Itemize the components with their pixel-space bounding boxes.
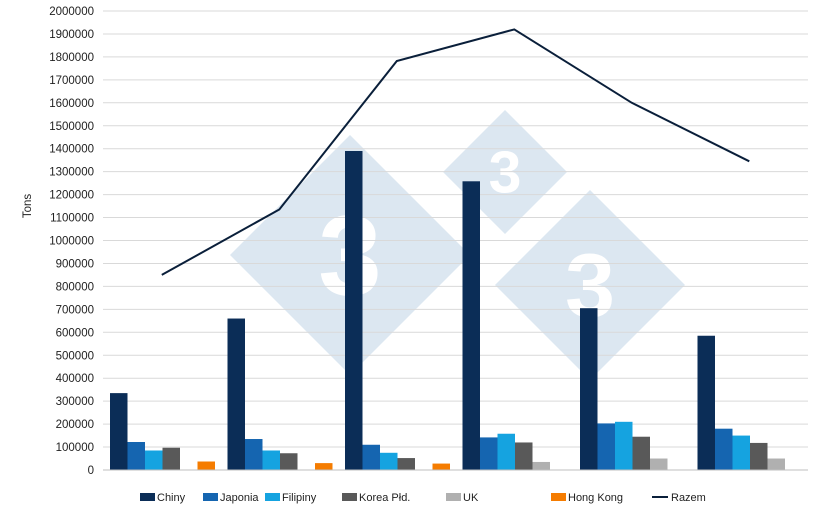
bar-marks bbox=[110, 150, 785, 470]
total-line bbox=[161, 28, 750, 276]
bar-chiny bbox=[345, 150, 363, 470]
legend-swatch bbox=[446, 493, 461, 501]
legend-swatch bbox=[551, 493, 566, 501]
legend-swatch bbox=[140, 493, 155, 501]
bar-korea-p-d bbox=[397, 458, 415, 470]
legend-item-razem: Razem bbox=[652, 492, 706, 504]
y-tick-label: 600000 bbox=[56, 327, 94, 339]
bar-japonia bbox=[362, 444, 380, 470]
bar-uk bbox=[532, 461, 550, 470]
line-razem bbox=[161, 28, 750, 276]
y-tick-label: 400000 bbox=[56, 373, 94, 385]
bar-chiny bbox=[462, 181, 480, 470]
legend-item-hong-kong: Hong Kong bbox=[551, 492, 623, 504]
y-tick-label: 800000 bbox=[56, 281, 94, 293]
bar-filipiny bbox=[497, 433, 515, 470]
y-tick-label: 1100000 bbox=[50, 213, 94, 225]
y-tick-label: 1600000 bbox=[49, 98, 94, 110]
bar-filipiny bbox=[262, 450, 280, 470]
legend-item-japonia: Japonia bbox=[203, 492, 259, 504]
y-tick-label: 200000 bbox=[56, 419, 94, 431]
y-axis-title: Tons bbox=[22, 194, 34, 219]
legend-swatch bbox=[342, 493, 357, 501]
legend-item-korea-p-d: Korea Płd. bbox=[342, 492, 410, 504]
y-tick-label: 1300000 bbox=[49, 167, 94, 179]
legend-label: Chiny bbox=[157, 492, 186, 504]
bar-hong-kong bbox=[315, 463, 333, 470]
bar-japonia bbox=[245, 439, 263, 470]
bar-japonia bbox=[127, 442, 145, 470]
legend: Chiny Japonia Filipiny Korea Płd. UK Hong Kon… bbox=[140, 492, 706, 504]
bar-hong-kong bbox=[197, 461, 215, 470]
bar-hong-kong bbox=[432, 463, 450, 470]
bar-filipiny bbox=[380, 452, 398, 470]
bar-chiny bbox=[580, 308, 598, 470]
bar-korea-p-d bbox=[162, 447, 180, 470]
bar-korea-p-d bbox=[750, 442, 768, 470]
legend-swatch bbox=[265, 493, 280, 501]
bar-uk bbox=[767, 458, 785, 470]
bar-korea-p-d bbox=[632, 436, 650, 470]
y-tick-label: 1500000 bbox=[49, 121, 94, 133]
bar-chiny bbox=[110, 393, 128, 470]
y-tick-label: 1800000 bbox=[49, 52, 94, 64]
legend-swatch bbox=[203, 493, 218, 501]
legend-item-uk: UK bbox=[446, 492, 479, 504]
legend-label: Filipiny bbox=[282, 492, 317, 504]
bar-japonia bbox=[597, 423, 615, 470]
y-tick-label: 1700000 bbox=[49, 75, 94, 87]
y-tick-label: 1900000 bbox=[49, 29, 94, 41]
y-tick-label: 1200000 bbox=[49, 190, 94, 202]
y-tick-label: 1000000 bbox=[49, 236, 94, 248]
y-tick-label: 100000 bbox=[56, 442, 94, 454]
legend-label: Japonia bbox=[220, 492, 259, 504]
watermark-logo: 333 bbox=[230, 110, 685, 380]
legend-label: Razem bbox=[671, 492, 706, 504]
legend-item-chiny: Chiny bbox=[140, 492, 186, 504]
legend-item-filipiny: Filipiny bbox=[265, 492, 317, 504]
y-tick-labels: 0 100000 200000 300000 400000 500000 600000 700… bbox=[49, 6, 94, 477]
grid-lines bbox=[103, 10, 808, 471]
bar-chiny bbox=[697, 335, 715, 470]
bar-filipiny bbox=[615, 421, 633, 470]
bar-korea-p-d bbox=[515, 442, 533, 470]
y-tick-label: 700000 bbox=[56, 304, 94, 316]
y-tick-label: 2000000 bbox=[49, 6, 94, 18]
y-tick-label: 500000 bbox=[56, 350, 94, 362]
bar-chiny bbox=[227, 318, 245, 470]
bar-japonia bbox=[480, 437, 498, 470]
bar-filipiny bbox=[732, 435, 750, 470]
legend-label: Hong Kong bbox=[568, 492, 623, 504]
y-tick-label: 1400000 bbox=[49, 144, 94, 156]
legend-label: UK bbox=[463, 492, 479, 504]
bar-uk bbox=[650, 458, 668, 470]
legend-label: Korea Płd. bbox=[359, 492, 410, 504]
bar-japonia bbox=[715, 428, 733, 470]
y-tick-label: 300000 bbox=[56, 396, 94, 408]
bar-filipiny bbox=[145, 450, 163, 470]
y-tick-label: 900000 bbox=[56, 258, 94, 270]
bar-korea-p-d bbox=[280, 453, 298, 470]
y-tick-label: 0 bbox=[88, 465, 94, 477]
svg-text:3: 3 bbox=[489, 139, 522, 205]
